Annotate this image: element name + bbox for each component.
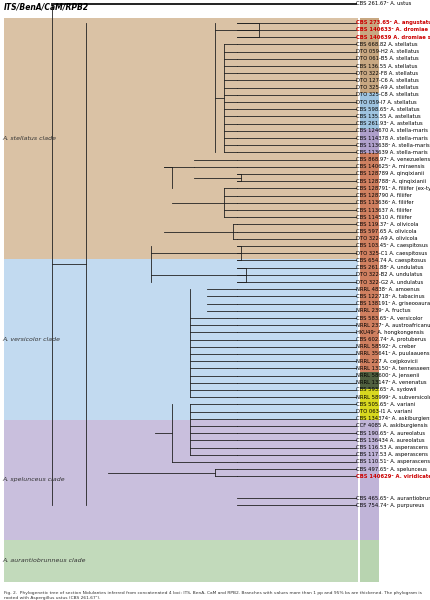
Text: DTO 322-G2 A. undulatus: DTO 322-G2 A. undulatus [356,280,423,284]
Text: CBS 140625ᵀ A. miraensis: CBS 140625ᵀ A. miraensis [356,164,424,169]
Bar [359,153,378,259]
Text: CBS 140633ᵀ A. dromiae sp. nov.: CBS 140633ᵀ A. dromiae sp. nov. [356,28,430,32]
Text: DTO 325-C8 A. stellatus: DTO 325-C8 A. stellatus [356,92,418,97]
Text: CBS 140639 A. dromiae sp. nov.: CBS 140639 A. dromiae sp. nov. [356,35,430,40]
Text: CBS 128789 A. qinqixianii: CBS 128789 A. qinqixianii [356,172,424,176]
Text: CBS 135.55 A. astellatus: CBS 135.55 A. astellatus [356,114,420,119]
Text: CBS 128788ᵀ A. qinqixianii: CBS 128788ᵀ A. qinqixianii [356,179,426,184]
Text: DTO 061-B5 A. stellatus: DTO 061-B5 A. stellatus [356,56,418,61]
Text: CCF 4085 A. askiburgiensis: CCF 4085 A. askiburgiensis [356,424,427,428]
Text: CBS 602.74ᵀ A. protuberus: CBS 602.74ᵀ A. protuberus [356,337,426,342]
Text: CBS 128790 A. filiifer: CBS 128790 A. filiifer [356,193,412,198]
Text: CBS 261.88ᵀ A. undulatus: CBS 261.88ᵀ A. undulatus [356,265,423,270]
Bar [4,259,357,420]
Text: CBS 654.74 A. caespitosus: CBS 654.74 A. caespitosus [356,258,426,263]
Text: CBS 117.53 A. asperascens: CBS 117.53 A. asperascens [356,452,427,457]
Text: CBS 668.82 A. stellatus: CBS 668.82 A. stellatus [356,42,417,47]
Text: CBS 110.51ᵀ A. asperascens: CBS 110.51ᵀ A. asperascens [356,460,430,464]
Text: DTO 322-B2 A. undulatus: DTO 322-B2 A. undulatus [356,272,422,277]
Text: CBS 134374ᵀ A. askiburgiensis: CBS 134374ᵀ A. askiburgiensis [356,416,430,421]
Bar [4,420,357,540]
Text: HKU49ᵀ A. hongkongensis: HKU49ᵀ A. hongkongensis [356,330,423,335]
Text: DTO 059-H2 A. stellatus: DTO 059-H2 A. stellatus [356,49,418,54]
Text: NRRL 227 A. cejpkovicii: NRRL 227 A. cejpkovicii [356,359,417,364]
Text: CBS 593.65ᵀ A. sydowii: CBS 593.65ᵀ A. sydowii [356,388,416,392]
Text: NRRL 13147ᵀ A. venenatus: NRRL 13147ᵀ A. venenatus [356,380,426,385]
Text: A. stellatus clade: A. stellatus clade [2,136,56,141]
Text: NRRL 239ᵀ A. fructus: NRRL 239ᵀ A. fructus [356,308,410,313]
Text: CBS 465.65ᵀ A. aurantiobrunneus: CBS 465.65ᵀ A. aurantiobrunneus [356,496,430,500]
Text: CBS 505.65ᵀ A. variani: CBS 505.65ᵀ A. variani [356,402,415,407]
Text: NRRL 58592ᵀ A. creber: NRRL 58592ᵀ A. creber [356,344,415,349]
Bar [359,389,378,420]
Text: NRRL 35641ᵀ A. puulaauensis: NRRL 35641ᵀ A. puulaauensis [356,352,430,356]
Text: DTO 322-A9 A. olivicola: DTO 322-A9 A. olivicola [356,236,417,241]
Text: CBS 124670 A. stella-maris: CBS 124670 A. stella-maris [356,128,427,133]
Text: CBS 114378 A. stella-maris: CBS 114378 A. stella-maris [356,136,427,140]
Text: DTO 325-C1 A. caespitosus: DTO 325-C1 A. caespitosus [356,251,427,256]
Text: CBS 103.45ᵀ A. caespitosus: CBS 103.45ᵀ A. caespitosus [356,244,427,248]
Text: CBS 261.67ᵀ A. ustus: CBS 261.67ᵀ A. ustus [356,1,411,6]
Text: CBS 136434 A. aureolatus: CBS 136434 A. aureolatus [356,438,424,443]
Text: CBS 261.93ᵀ A. astellatus: CBS 261.93ᵀ A. astellatus [356,121,422,126]
Text: CBS 128791ᵀ A. filiifer (ex-type of A. chinensis): CBS 128791ᵀ A. filiifer (ex-type of A. c… [356,186,430,191]
Bar [359,18,378,93]
Text: CBS 597.65 A. olivicola: CBS 597.65 A. olivicola [356,229,416,234]
Bar [359,129,378,153]
Text: NRRL 58999ᵀ A. subversicolor: NRRL 58999ᵀ A. subversicolor [356,395,430,400]
Text: CBS 136.55 A. stellatus: CBS 136.55 A. stellatus [356,64,417,68]
Text: CBS 119.37ᵀ A. olivicola: CBS 119.37ᵀ A. olivicola [356,222,418,227]
Text: NRRL 13150ᵀ A. tennesseensis: NRRL 13150ᵀ A. tennesseensis [356,366,430,371]
Text: CBS 583.65ᵀ A. versicolor: CBS 583.65ᵀ A. versicolor [356,316,422,320]
Text: NRRL 58600ᵀ A. jensenii: NRRL 58600ᵀ A. jensenii [356,373,419,378]
Bar [4,18,357,259]
Text: NRRL 4838ᵀ A. amoenus: NRRL 4838ᵀ A. amoenus [356,287,419,292]
Bar [359,420,378,540]
Text: A. versicolor clade: A. versicolor clade [2,337,60,342]
Text: CBS 116.53 A. asperascens: CBS 116.53 A. asperascens [356,445,427,450]
Text: DTO 059-I7 A. stellatus: DTO 059-I7 A. stellatus [356,100,416,104]
Text: A. aurantiobrunneus clade: A. aurantiobrunneus clade [2,559,86,563]
Text: CBS 190.65ᵀ A. aureolatus: CBS 190.65ᵀ A. aureolatus [356,431,424,436]
Text: Fig. 2.  Phylogenetic tree of section Nidulantes inferred from concatenated 4 lo: Fig. 2. Phylogenetic tree of section Nid… [4,591,421,599]
Text: CBS 868.97ᵀ A. venezuelensis: CBS 868.97ᵀ A. venezuelensis [356,157,430,162]
Text: CBS 138191ᵀ A. griseooaurantiacus: CBS 138191ᵀ A. griseooaurantiacus [356,301,430,306]
Text: ITS/BenA/CaM/RPB2: ITS/BenA/CaM/RPB2 [4,3,89,12]
Bar [359,540,378,582]
Text: NRRL 237ᵀ A. austroafricanus: NRRL 237ᵀ A. austroafricanus [356,323,430,328]
Bar [359,259,378,372]
Text: CBS 113638ᵀ A. stella-maris: CBS 113638ᵀ A. stella-maris [356,143,429,148]
Text: CBS 113637 A. filiifer: CBS 113637 A. filiifer [356,208,411,212]
Text: DTO 322-F8 A. stellatus: DTO 322-F8 A. stellatus [356,71,418,76]
Bar [4,540,357,582]
Text: CBS 754.74ᵀ A. purpureus: CBS 754.74ᵀ A. purpureus [356,503,424,508]
Text: CBS 598.65ᵀ A. stellatus: CBS 598.65ᵀ A. stellatus [356,107,419,112]
Text: CBS 113636ᵀ A. filiifer: CBS 113636ᵀ A. filiifer [356,200,413,205]
Text: CBS 122718ᵀ A. tabacinus: CBS 122718ᵀ A. tabacinus [356,294,424,299]
Text: CBS 273.65ᵀ A. angustatus sp. nov.: CBS 273.65ᵀ A. angustatus sp. nov. [356,20,430,25]
Bar [359,372,378,389]
Text: CBS 113639 A. stella-maris: CBS 113639 A. stella-maris [356,150,427,155]
Text: CBS 497.65ᵀ A. spelunceus: CBS 497.65ᵀ A. spelunceus [356,467,426,472]
Bar [359,93,378,129]
Text: CBS 114510 A. filiifer: CBS 114510 A. filiifer [356,215,412,220]
Text: CBS 140629ᵀ A. viridicatenatus sp. nov.: CBS 140629ᵀ A. viridicatenatus sp. nov. [356,474,430,479]
Text: DTO 127-C6 A. stellatus: DTO 127-C6 A. stellatus [356,78,418,83]
Text: A. spelunceus clade: A. spelunceus clade [2,478,64,482]
Text: DTO 325-A9 A. stellatus: DTO 325-A9 A. stellatus [356,85,418,90]
Text: DTO 063-I1 A. variani: DTO 063-I1 A. variani [356,409,412,414]
